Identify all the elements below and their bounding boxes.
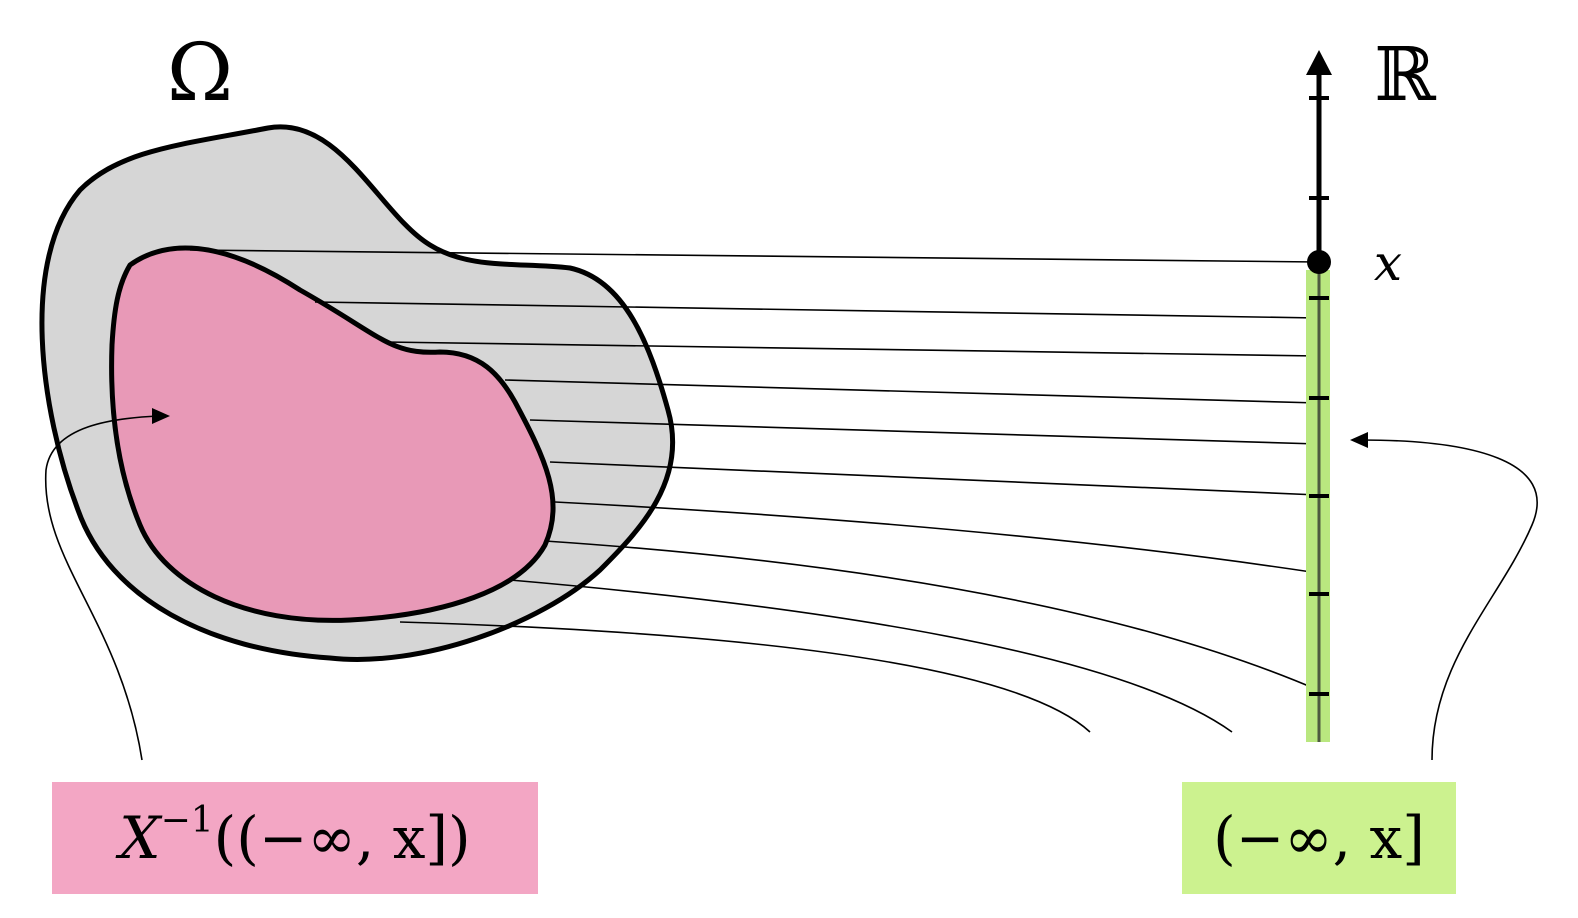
mapping-curve [504, 379, 1319, 404]
mapping-curve [549, 461, 1319, 496]
preimage-label-box [52, 782, 538, 894]
interval-label: (−∞, x] [1213, 804, 1425, 872]
preimage-label-base: X [115, 804, 163, 872]
preimage-label-exponent: −1 [161, 800, 214, 841]
reals-label: ℝ [1374, 32, 1436, 118]
mapping-curve [399, 621, 1091, 733]
mapping-curve [509, 579, 1233, 733]
preimage-pointer-curve [44, 415, 159, 761]
point-x-label: x [1374, 234, 1402, 292]
preimage-label: X−1((−∞, x]) [115, 800, 470, 872]
real-axis [1306, 50, 1332, 742]
preimage-pointer-arrowhead [152, 408, 170, 424]
preimage-label-argument: ((−∞, x]) [214, 804, 471, 872]
mapping-curve [554, 501, 1319, 574]
point-x-dot [1307, 250, 1331, 274]
mapping-curve [529, 419, 1319, 445]
mapping-curve [544, 540, 1319, 691]
interval-pointer-arrowhead [1350, 432, 1368, 448]
interval-pointer-curve [1361, 439, 1538, 761]
axis-ticks-interval [1309, 296, 1329, 696]
mapping-curve [189, 249, 1319, 263]
mapping-curves [189, 249, 1319, 733]
axis-ticks-upper [1309, 96, 1329, 200]
mapping-curve [314, 301, 1319, 319]
mapping-curve [384, 341, 1319, 357]
axis-arrowhead [1306, 50, 1332, 75]
preimage-region [109, 245, 556, 623]
omega-label: Ω [167, 26, 233, 119]
interval-label-box [1182, 782, 1456, 894]
